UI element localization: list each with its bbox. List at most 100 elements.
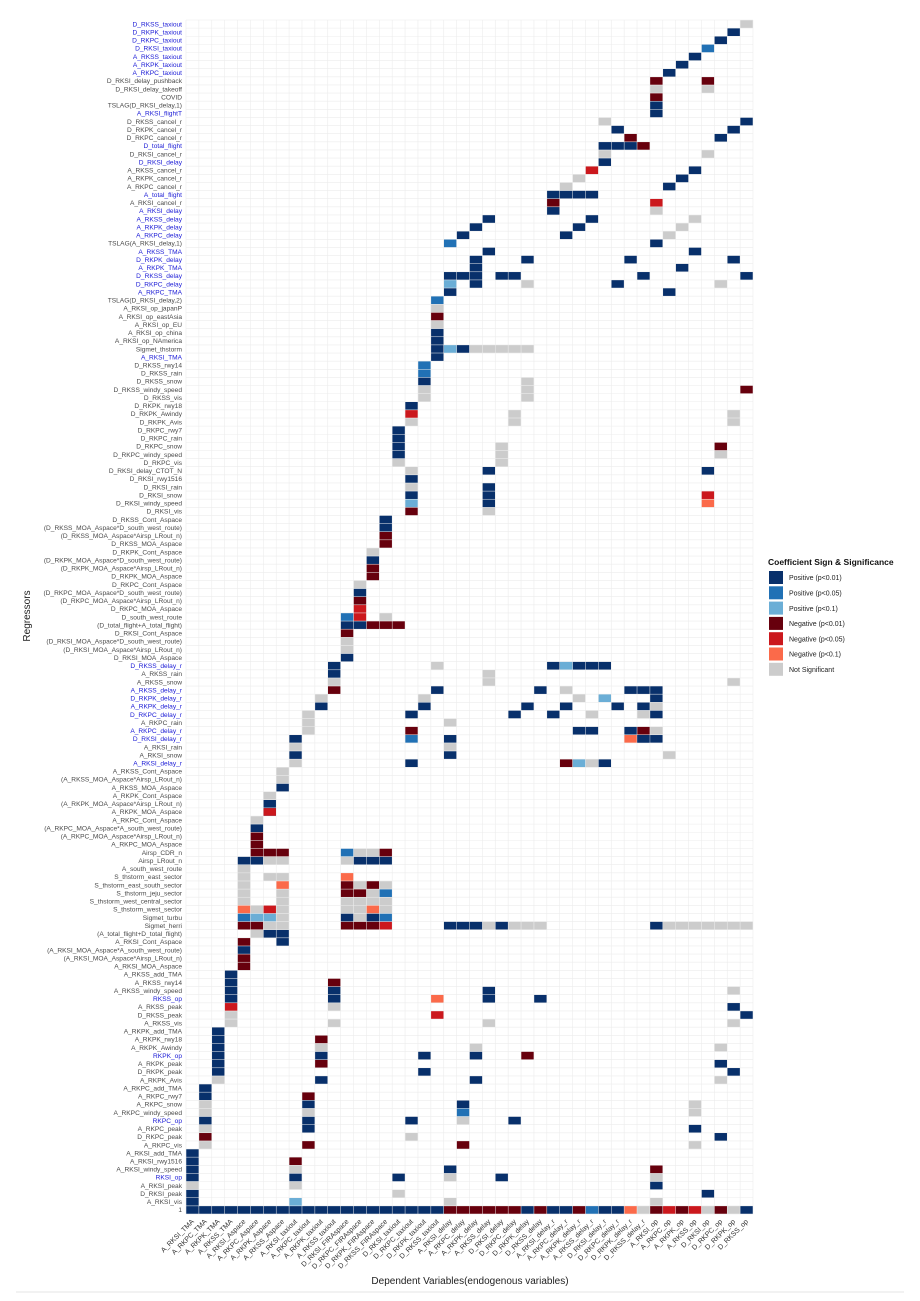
heatmap-cell — [353, 596, 367, 605]
y-tick-label: S_thstorm_west_central_sector — [90, 899, 183, 906]
heatmap-cell — [353, 897, 367, 906]
heatmap-cell — [740, 1206, 753, 1214]
heatmap-cell — [456, 272, 470, 280]
y-tick-label: (A_RKPC_MOA_Aspace*A_south_west_route) — [44, 825, 182, 832]
heatmap-cell — [521, 377, 534, 386]
heatmap-cell — [663, 1206, 676, 1214]
legend-swatch — [769, 601, 783, 615]
heatmap-cell — [237, 856, 251, 865]
heatmap-cell — [688, 921, 702, 930]
heatmap-cell — [212, 1059, 225, 1068]
heatmap-cell — [740, 20, 753, 28]
heatmap-cell — [250, 913, 264, 922]
heatmap-cell — [392, 434, 405, 443]
heatmap-cell — [224, 1206, 238, 1214]
heatmap-cell — [379, 515, 392, 524]
heatmap-cell — [663, 921, 676, 930]
heatmap-cell — [250, 832, 264, 841]
heatmap-cell — [379, 856, 392, 865]
legend-swatch — [769, 616, 783, 630]
heatmap-cell — [675, 223, 689, 231]
heatmap-cell — [405, 1116, 418, 1125]
y-tick-label: (D_total_flight+A_total_flight) — [97, 622, 182, 629]
heatmap-cell — [366, 564, 380, 573]
legend-label: Negative (p<0.1) — [789, 652, 841, 659]
y-tick-label: A_RKPC_Cont_Aspace — [112, 817, 182, 824]
heatmap-cell — [328, 1003, 341, 1011]
heatmap-cell — [302, 1206, 315, 1214]
heatmap-cell — [405, 735, 418, 743]
heatmap-cell — [340, 637, 354, 646]
heatmap-cell — [340, 629, 354, 638]
heatmap-cell — [482, 994, 496, 1003]
heatmap-cell — [353, 1206, 367, 1214]
heatmap-cell — [328, 1019, 341, 1027]
heatmap-cell — [392, 1189, 405, 1198]
y-tick-label: A_RKSI_op_japanP — [123, 306, 182, 313]
heatmap-cell — [379, 531, 392, 540]
heatmap-cell — [302, 726, 315, 735]
y-tick-label: RKSI_op — [156, 1175, 183, 1182]
heatmap-cell — [366, 848, 380, 857]
heatmap-cell — [353, 881, 367, 889]
y-tick-label: D_total_flight — [144, 143, 183, 150]
y-tick-label: D_RKPK_Awindy — [131, 411, 183, 418]
heatmap-cell — [688, 1108, 702, 1117]
heatmap-cell — [405, 759, 418, 768]
heatmap-cell — [675, 1206, 689, 1214]
y-tick-label: D_RKSI_MOA_Aspace — [114, 655, 182, 662]
heatmap-cell — [508, 418, 521, 426]
heatmap-cell — [521, 1206, 534, 1214]
heatmap-cell — [328, 994, 341, 1003]
heatmap-cell — [688, 247, 702, 256]
heatmap-cell — [701, 1189, 715, 1198]
y-tick-label: D_RKPK_taxiout — [133, 29, 183, 36]
heatmap-cell — [521, 702, 534, 711]
heatmap-cell — [650, 207, 663, 215]
heatmap-cell — [250, 848, 264, 857]
y-tick-label: (D_RKPK_MOA_Aspace*D_south_west_route) — [44, 557, 182, 564]
heatmap-cell — [289, 759, 302, 768]
heatmap-cell — [456, 345, 470, 353]
heatmap-cell — [315, 1051, 328, 1060]
y-tick-label: A_RKSI_cancel_r — [130, 200, 183, 207]
heatmap-cell — [276, 881, 289, 889]
heatmap-cell — [650, 1206, 663, 1214]
heatmap-cell — [456, 1116, 470, 1125]
heatmap-cell — [508, 921, 521, 930]
y-tick-label: A_RKPK_MOA_Aspace — [112, 809, 183, 816]
y-tick-label: COVID — [161, 94, 182, 101]
heatmap-cell — [482, 466, 496, 475]
heatmap-cell — [379, 1206, 392, 1214]
heatmap-cell — [650, 1198, 663, 1206]
y-tick-label: A_RKSS_TMA — [138, 249, 182, 256]
heatmap-cell — [405, 402, 418, 410]
heatmap-cell — [469, 1043, 483, 1052]
y-tick-label: (D_RKSI_MOA_Aspace*D_south_west_route) — [46, 639, 182, 646]
heatmap-cell — [186, 1157, 199, 1166]
heatmap-cell — [302, 710, 315, 719]
y-tick-label: A_RKSI_peak — [141, 1183, 183, 1190]
y-tick-label: RKPK_op — [153, 1053, 182, 1060]
heatmap-cell — [431, 994, 444, 1003]
heatmap-cell — [598, 150, 611, 158]
heatmap-cell — [340, 856, 354, 865]
legend-swatch — [769, 586, 783, 600]
y-tick-label: Airsp_CDR_n — [142, 850, 183, 857]
heatmap-cell — [250, 929, 264, 938]
y-tick-label: A_RKPK_TMA — [138, 265, 182, 272]
heatmap-cell — [276, 767, 289, 776]
heatmap-cell — [456, 921, 470, 930]
heatmap-cell — [405, 1133, 418, 1141]
heatmap-cell — [611, 702, 624, 711]
heatmap-cell — [418, 377, 431, 386]
heatmap-cell — [624, 686, 637, 694]
heatmap-cell — [328, 670, 341, 678]
heatmap-cell — [379, 621, 392, 629]
heatmap-cell — [224, 1011, 238, 1019]
heatmap-cell — [624, 142, 637, 150]
y-tick-label: A_RKPC_TMA — [138, 289, 183, 296]
heatmap-cell — [688, 215, 702, 223]
heatmap-cell — [186, 1189, 199, 1198]
